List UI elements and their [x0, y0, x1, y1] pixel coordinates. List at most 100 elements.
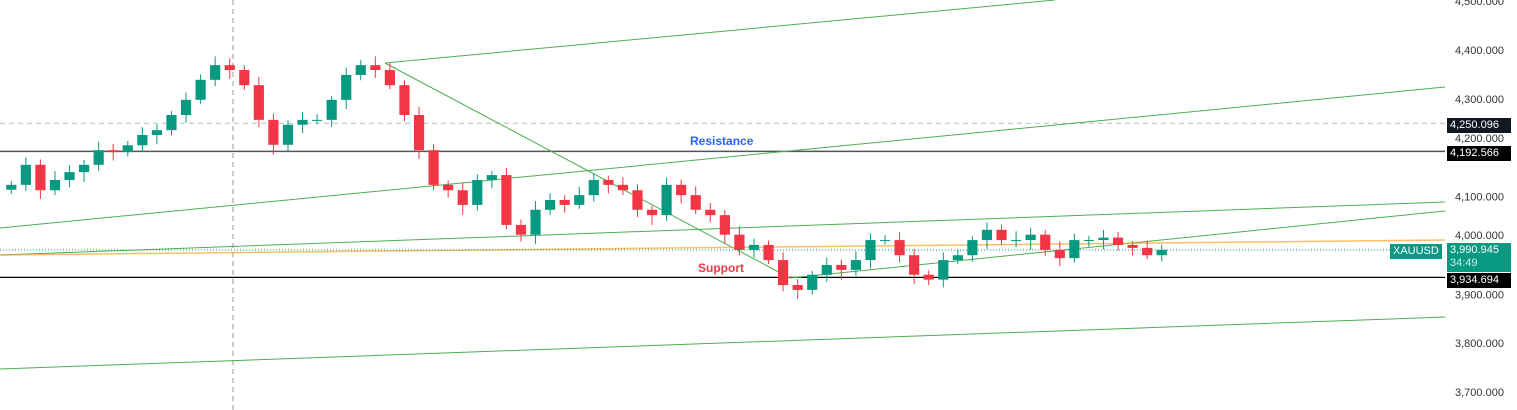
candle-body	[341, 74, 352, 100]
candle-body	[646, 209, 658, 216]
candle-body	[1127, 244, 1138, 248]
symbol-badge: XAUUSD	[1390, 244, 1442, 259]
candle-body	[617, 184, 629, 191]
trendline	[0, 316, 1446, 370]
candle-body	[297, 119, 308, 125]
candle-body	[719, 215, 730, 235]
candle-body	[515, 224, 527, 235]
candle-body	[20, 164, 31, 185]
candle-body	[384, 70, 396, 86]
candle-body	[64, 172, 75, 180]
candle-body	[763, 244, 774, 261]
candle-body	[1083, 240, 1095, 242]
candle-body	[588, 179, 599, 196]
candle-body	[923, 274, 934, 280]
candle-body	[282, 124, 294, 145]
candle-body	[1054, 249, 1065, 259]
y-tick-label: 3,800.000	[1455, 338, 1504, 350]
candle-body	[574, 195, 585, 205]
candle-body	[661, 184, 672, 216]
candle-body	[49, 179, 61, 191]
resistance-price-badge[interactable]: 4,192.566	[1447, 146, 1511, 161]
candle-body	[501, 175, 512, 225]
resistance-label: Resistance	[690, 134, 754, 148]
candle-body	[486, 175, 497, 180]
candle-body	[457, 190, 468, 205]
trendline	[384, 0, 1056, 64]
candle-body	[807, 274, 818, 290]
candle-body	[210, 65, 221, 80]
candle-body	[952, 255, 963, 261]
candle-body	[777, 260, 789, 286]
candle-body	[981, 229, 993, 241]
candle-body	[78, 164, 90, 173]
candle-body	[1142, 247, 1153, 256]
support-price-badge[interactable]: 3,934.694	[1447, 273, 1511, 288]
candle-body	[792, 285, 803, 290]
candle-body	[1098, 237, 1109, 241]
candle-body	[6, 184, 17, 190]
candle-body	[967, 240, 978, 256]
support-label: Support	[698, 261, 744, 275]
candle-body	[224, 65, 235, 71]
candle-body	[1025, 234, 1036, 241]
candle-body	[1040, 234, 1051, 250]
candle-body	[195, 79, 206, 100]
candle-body	[894, 240, 905, 256]
candle-body	[108, 150, 119, 153]
candle-body	[93, 150, 104, 165]
candle-body	[239, 70, 250, 86]
candle-body	[399, 85, 410, 115]
moving-average-line	[0, 239, 1446, 256]
candle-body	[370, 65, 381, 71]
candle-body	[1112, 237, 1124, 245]
candle-body	[1010, 240, 1022, 242]
trendline	[384, 62, 791, 279]
candle-body	[311, 119, 323, 121]
candle-body	[166, 114, 177, 131]
candle-body	[355, 65, 366, 75]
y-tick-label: 3,900.000	[1455, 289, 1504, 301]
candle-body	[909, 255, 920, 275]
candle-body	[705, 209, 716, 216]
candle-body	[996, 229, 1007, 241]
candle-body	[734, 234, 745, 250]
last-price-badge[interactable]: 3,990.945 34:49	[1447, 243, 1511, 272]
y-tick-label: 4,000.000	[1455, 230, 1504, 242]
candle-body	[821, 264, 832, 275]
candle-body	[632, 190, 643, 210]
candle-body	[428, 150, 439, 185]
y-tick-label: 4,500.000	[1455, 0, 1504, 8]
candle-body	[326, 99, 337, 120]
candle-body	[879, 240, 891, 242]
candle-body	[472, 179, 483, 205]
candle-body	[413, 114, 425, 151]
candle-body	[253, 85, 264, 120]
candle-body	[122, 145, 133, 153]
candle-body	[1156, 249, 1167, 256]
candle-body	[1069, 240, 1080, 259]
alert-price-badge[interactable]: 4,250.096	[1447, 118, 1511, 133]
trendline	[0, 86, 1446, 229]
candle-body	[530, 209, 541, 235]
y-tick-label: 4,300.000	[1455, 94, 1504, 106]
candle-body	[836, 264, 847, 270]
y-tick-label: 3,700.000	[1455, 387, 1504, 399]
candle-body	[180, 99, 192, 115]
candle-body	[35, 164, 46, 191]
candle-body	[151, 130, 163, 136]
y-tick-label: 4,400.000	[1455, 45, 1504, 57]
candle-body	[268, 119, 279, 145]
last-price: 3,990.945	[1450, 244, 1499, 256]
candle-body	[865, 240, 876, 261]
y-tick-label: 4,200.000	[1455, 133, 1504, 145]
candle-body	[676, 184, 687, 196]
candle-countdown: 34:49	[1450, 257, 1478, 269]
y-tick-label: 4,100.000	[1455, 192, 1504, 204]
candle-body	[938, 260, 949, 280]
candle-body	[603, 179, 614, 185]
candle-body	[443, 184, 454, 191]
candle-body	[748, 244, 760, 250]
